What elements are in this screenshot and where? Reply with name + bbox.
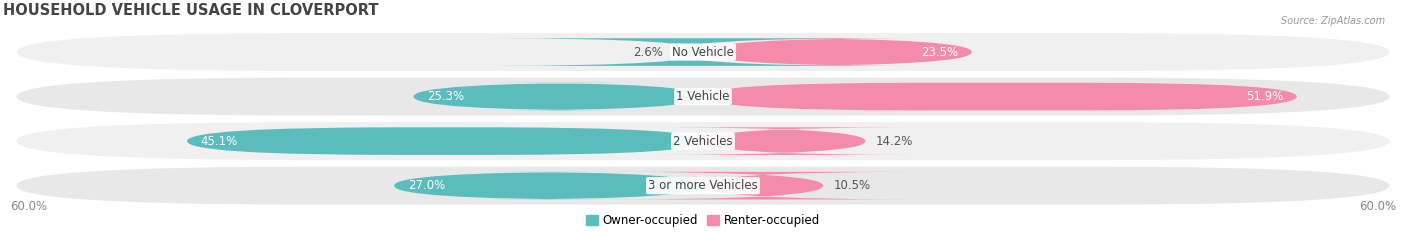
Text: 23.5%: 23.5% [921,46,957,58]
Text: 2.6%: 2.6% [633,46,664,58]
Text: 10.5%: 10.5% [834,179,870,192]
Legend: Owner-occupied, Renter-occupied: Owner-occupied, Renter-occupied [581,209,825,232]
Text: No Vehicle: No Vehicle [672,46,734,58]
Text: 51.9%: 51.9% [1246,90,1284,103]
Text: 14.2%: 14.2% [876,135,912,148]
Text: 1 Vehicle: 1 Vehicle [676,90,730,103]
Text: 27.0%: 27.0% [408,179,446,192]
FancyBboxPatch shape [703,38,972,66]
Text: 60.0%: 60.0% [1360,200,1396,213]
FancyBboxPatch shape [394,172,703,199]
Text: 3 or more Vehicles: 3 or more Vehicles [648,179,758,192]
Text: Source: ZipAtlas.com: Source: ZipAtlas.com [1281,16,1385,26]
FancyBboxPatch shape [610,172,915,199]
Text: 2 Vehicles: 2 Vehicles [673,135,733,148]
FancyBboxPatch shape [652,127,915,155]
Text: 45.1%: 45.1% [201,135,238,148]
FancyBboxPatch shape [703,83,1296,110]
FancyBboxPatch shape [491,38,886,66]
FancyBboxPatch shape [413,83,703,110]
FancyBboxPatch shape [17,33,1389,71]
Text: 25.3%: 25.3% [427,90,464,103]
FancyBboxPatch shape [17,78,1389,116]
FancyBboxPatch shape [17,167,1389,205]
FancyBboxPatch shape [187,127,703,155]
Text: 60.0%: 60.0% [10,200,46,213]
Text: HOUSEHOLD VEHICLE USAGE IN CLOVERPORT: HOUSEHOLD VEHICLE USAGE IN CLOVERPORT [3,3,378,18]
FancyBboxPatch shape [17,122,1389,160]
